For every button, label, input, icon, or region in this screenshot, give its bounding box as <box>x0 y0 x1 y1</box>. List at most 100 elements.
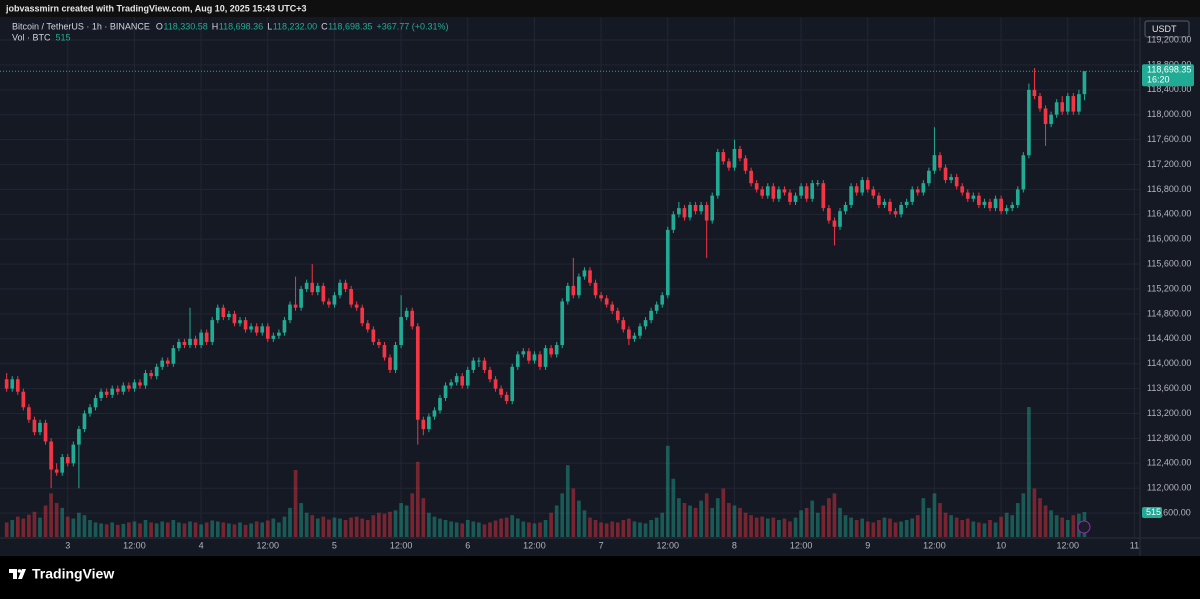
candle-body <box>632 335 637 339</box>
candle-body <box>688 204 692 218</box>
volume-bar <box>1004 512 1009 537</box>
volume-bar <box>265 520 270 537</box>
candle-body <box>665 229 670 296</box>
volume-bar <box>477 522 481 537</box>
candle-body <box>282 320 287 333</box>
volume-bar <box>93 522 98 537</box>
volume-bar <box>732 505 737 537</box>
candle-body <box>1065 96 1070 112</box>
candle-body <box>771 186 776 199</box>
volume-bar <box>1010 515 1015 537</box>
volume-bar <box>1027 407 1031 537</box>
candle-body <box>1004 208 1009 212</box>
volume-bar <box>365 520 370 537</box>
volume-bar <box>221 522 226 537</box>
candle-body <box>299 289 303 308</box>
candle-body <box>60 457 65 473</box>
candle-body <box>954 176 959 187</box>
candle-body <box>182 341 187 346</box>
candle-body <box>88 407 92 414</box>
candle-body <box>1015 189 1020 205</box>
volume-bar <box>610 521 615 537</box>
candle-body <box>204 332 209 342</box>
y-tick-label: 113,200.00 <box>1147 408 1191 418</box>
volume-bar <box>749 515 753 537</box>
candle-body <box>960 186 965 193</box>
volume-bar <box>804 507 809 537</box>
candles <box>4 68 1087 489</box>
candle-body <box>938 155 942 168</box>
candle-body <box>338 282 342 296</box>
currency-box[interactable] <box>1144 20 1190 38</box>
currency[interactable]: USDT <box>1152 24 1177 34</box>
volume-bar <box>210 520 215 537</box>
x-tick-label: 12:00 <box>1057 540 1080 550</box>
volume-bar <box>638 522 642 537</box>
candle-body <box>554 345 559 355</box>
candle-body <box>321 285 326 302</box>
candle-body <box>660 295 665 305</box>
candle-body <box>93 397 98 408</box>
candle-body <box>827 208 831 221</box>
x-tick-label: 4 <box>199 540 204 550</box>
alert-icon[interactable] <box>1077 520 1091 534</box>
volume-bar <box>493 520 498 537</box>
candle-body <box>527 351 531 361</box>
candle-body <box>793 195 798 202</box>
legend-value: 118,698.36 <box>219 21 263 31</box>
volume-bar <box>660 512 665 537</box>
candle-body <box>915 189 920 193</box>
volume-bar <box>738 507 742 537</box>
volume-bar <box>132 521 137 537</box>
volume-bar <box>149 522 153 537</box>
volume-bar <box>238 522 242 537</box>
volume-bar <box>915 515 920 537</box>
candle-body <box>332 295 337 305</box>
candle-body <box>388 357 392 370</box>
volume-bar <box>888 518 892 537</box>
x-tick-label: 12:00 <box>123 540 146 550</box>
volume-bar <box>38 517 42 537</box>
candle-body <box>732 148 737 168</box>
candle-body <box>349 289 353 305</box>
volume-bar <box>549 512 553 537</box>
candle-body <box>577 276 581 296</box>
candle-body <box>504 394 509 402</box>
volume-bar <box>82 515 87 537</box>
x-tick-label: 7 <box>599 540 604 550</box>
volume-bar <box>1038 498 1042 537</box>
candle-body <box>788 192 792 202</box>
candle-body <box>871 189 876 196</box>
candle-body <box>238 320 242 324</box>
volume-bar <box>410 493 415 537</box>
volume-bar <box>371 515 376 537</box>
volume-bar <box>382 513 387 537</box>
candle-body <box>71 444 76 464</box>
volume-bar <box>965 518 970 537</box>
candle-body <box>860 180 865 193</box>
volume-bar <box>799 510 803 537</box>
volume-bar <box>499 518 503 537</box>
candle-body <box>377 341 381 346</box>
volume-bar <box>282 516 287 537</box>
candle-body <box>582 270 587 277</box>
volume-bar <box>327 519 331 537</box>
candle-body <box>82 413 87 430</box>
candle-body <box>982 201 987 205</box>
candle-body <box>327 301 331 305</box>
candle-body <box>743 158 748 171</box>
candle-body <box>49 441 53 470</box>
volume-bar <box>449 521 453 537</box>
candle-body <box>99 391 103 398</box>
volume-bar <box>682 503 687 537</box>
volume-bar <box>982 523 987 537</box>
volume-pane <box>4 407 1087 537</box>
volume-bar <box>565 465 570 537</box>
x-tick-label: 12:00 <box>657 540 680 550</box>
legend-value: 118,232.00 <box>273 21 317 31</box>
volume-bar <box>71 518 76 537</box>
volume-bar <box>832 493 837 537</box>
candle-body <box>910 189 915 202</box>
volume-bar <box>849 517 853 537</box>
volume-bar <box>532 523 537 537</box>
